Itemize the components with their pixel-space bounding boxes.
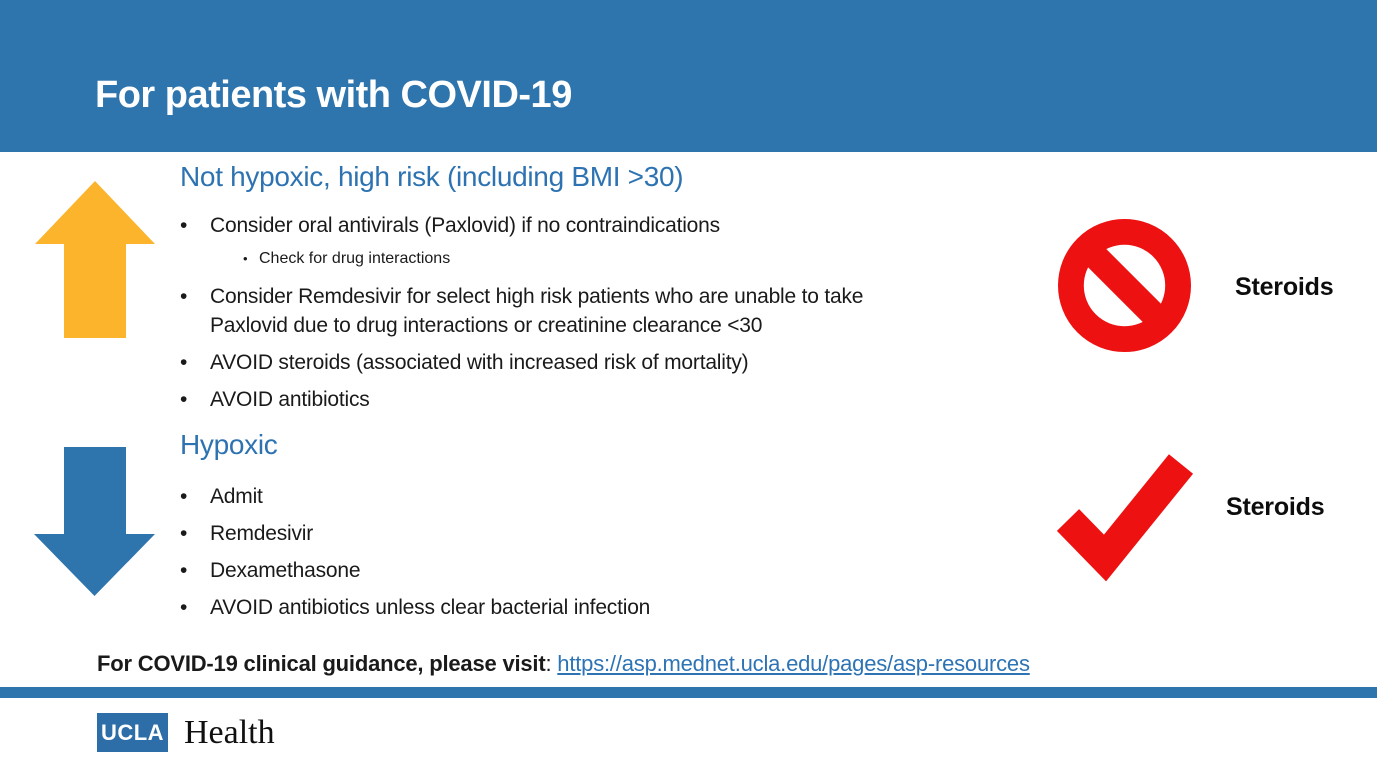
- list-item: Admit: [180, 482, 938, 511]
- steroids-give-label: Steroids: [1226, 493, 1325, 521]
- bullet-dot: [180, 556, 210, 585]
- bullet-dot: [243, 248, 259, 270]
- list-item: AVOID antibiotics: [180, 385, 938, 414]
- bullet-dot: [180, 519, 210, 548]
- bullet-dot: [180, 348, 210, 377]
- bullet-dot: [180, 282, 210, 340]
- no-symbol-icon: [1058, 219, 1191, 352]
- footer-label: For COVID-19 clinical guidance, please v…: [97, 651, 546, 676]
- bullet-dot: [180, 482, 210, 511]
- section-1-bullet-list: Consider oral antivirals (Paxlovid) if n…: [180, 211, 938, 422]
- footer-separator: :: [545, 651, 558, 676]
- slide-title: For patients with COVID-19: [95, 74, 572, 116]
- footer-guidance-line: For COVID-19 clinical guidance, please v…: [97, 651, 1030, 677]
- bullet-dot: [180, 385, 210, 414]
- ucla-health-logo: UCLA Health: [97, 713, 275, 752]
- list-item: Consider Remdesivir for select high risk…: [180, 282, 938, 340]
- down-arrow-icon: [34, 447, 155, 596]
- list-item: AVOID antibiotics unless clear bacterial…: [180, 593, 938, 622]
- footer-divider-bar: [0, 687, 1377, 698]
- list-item: Consider oral antivirals (Paxlovid) if n…: [180, 211, 938, 240]
- bullet-dot: [180, 211, 210, 240]
- bullet-dot: [180, 593, 210, 622]
- ucla-logo-box: UCLA: [97, 713, 168, 752]
- header-bar: For patients with COVID-19: [0, 0, 1377, 152]
- section-2-bullet-list: Admit Remdesivir Dexamethasone AVOID ant…: [180, 482, 938, 630]
- list-item: AVOID steroids (associated with increase…: [180, 348, 938, 377]
- health-logo-text: Health: [184, 713, 275, 751]
- checkmark-icon: [1052, 452, 1195, 582]
- up-arrow-icon: [35, 181, 155, 338]
- asp-resources-link[interactable]: https://asp.mednet.ucla.edu/pages/asp-re…: [557, 651, 1030, 676]
- section-heading-hypoxic: Hypoxic: [180, 429, 278, 460]
- list-item: Remdesivir: [180, 519, 938, 548]
- steroids-avoid-label: Steroids: [1235, 273, 1334, 301]
- list-item: Dexamethasone: [180, 556, 938, 585]
- section-heading-not-hypoxic: Not hypoxic, high risk (including BMI >3…: [180, 161, 684, 192]
- list-sub-item: Check for drug interactions: [243, 248, 938, 270]
